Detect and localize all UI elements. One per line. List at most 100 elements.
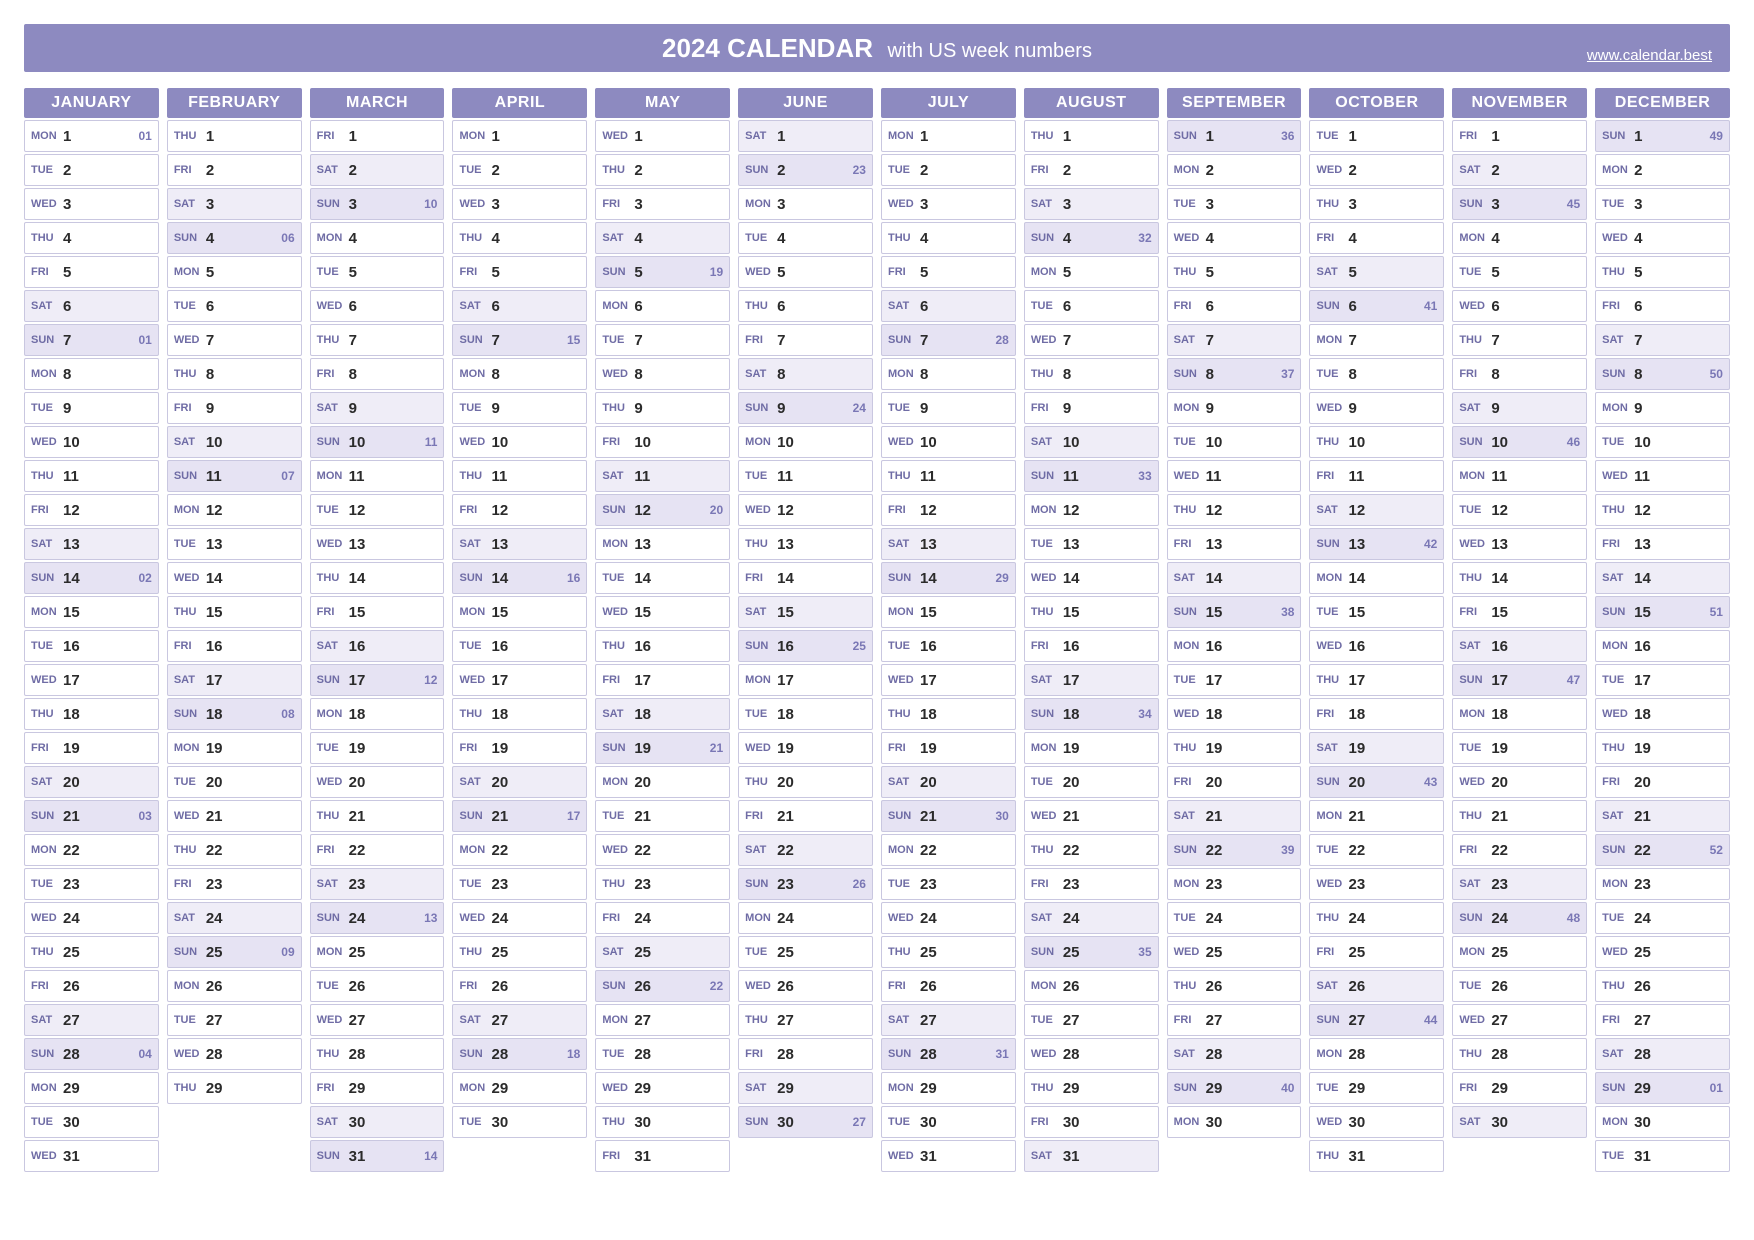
day-number: 23 xyxy=(349,876,366,893)
day-of-week-label: SUN xyxy=(888,334,918,346)
day-number: 3 xyxy=(777,196,785,213)
day-of-week-label: MON xyxy=(602,538,632,550)
day-of-week-label: SAT xyxy=(1602,810,1632,822)
day-number: 7 xyxy=(1491,332,1499,349)
day-row: MON22 xyxy=(24,834,159,866)
day-of-week-label: THU xyxy=(459,946,489,958)
day-number: 18 xyxy=(206,706,223,723)
day-of-week-label: WED xyxy=(888,1150,918,1162)
day-of-week-label: SAT xyxy=(1031,1150,1061,1162)
day-of-week-label: TUE xyxy=(459,1116,489,1128)
day-number: 23 xyxy=(777,876,794,893)
day-row: SAT21 xyxy=(1595,800,1730,832)
day-row: SUN2130 xyxy=(881,800,1016,832)
day-of-week-label: THU xyxy=(745,538,775,550)
day-of-week-label: TUE xyxy=(1602,674,1632,686)
day-row: WED7 xyxy=(167,324,302,356)
day-of-week-label: SAT xyxy=(459,1014,489,1026)
day-of-week-label: FRI xyxy=(174,640,204,652)
day-number: 17 xyxy=(1348,672,1365,689)
day-number: 16 xyxy=(1348,638,1365,655)
month-header: OCTOBER xyxy=(1309,88,1444,118)
day-number: 16 xyxy=(63,638,80,655)
week-number: 31 xyxy=(995,1047,1008,1061)
day-of-week-label: TUE xyxy=(602,572,632,584)
day-of-week-label: TUE xyxy=(888,878,918,890)
day-row: MON15 xyxy=(452,596,587,628)
day-of-week-label: WED xyxy=(31,912,61,924)
week-number: 03 xyxy=(138,809,151,823)
day-number: 18 xyxy=(1206,706,1223,723)
day-of-week-label: THU xyxy=(745,300,775,312)
day-number: 17 xyxy=(63,672,80,689)
day-row: SAT29 xyxy=(738,1072,873,1104)
day-number: 8 xyxy=(1348,366,1356,383)
day-of-week-label: TUE xyxy=(1316,1082,1346,1094)
day-of-week-label: MON xyxy=(1459,470,1489,482)
day-row: FRI24 xyxy=(595,902,730,934)
day-row: MON4 xyxy=(1452,222,1587,254)
day-number: 5 xyxy=(1063,264,1071,281)
day-number: 16 xyxy=(349,638,366,655)
day-of-week-label: TUE xyxy=(31,164,61,176)
day-row: THU20 xyxy=(738,766,873,798)
day-number: 15 xyxy=(206,604,223,621)
day-row: SAT22 xyxy=(738,834,873,866)
day-number: 27 xyxy=(491,1012,508,1029)
day-row: WED17 xyxy=(452,664,587,696)
day-number: 14 xyxy=(491,570,508,587)
day-of-week-label: FRI xyxy=(1316,946,1346,958)
day-number: 7 xyxy=(920,332,928,349)
day-of-week-label: THU xyxy=(459,708,489,720)
day-number: 17 xyxy=(1634,672,1651,689)
day-row: SAT8 xyxy=(738,358,873,390)
day-row: THU3 xyxy=(1309,188,1444,220)
day-of-week-label: SUN xyxy=(1174,130,1204,142)
day-number: 19 xyxy=(206,740,223,757)
day-number: 21 xyxy=(63,808,80,825)
day-of-week-label: FRI xyxy=(602,1150,632,1162)
day-of-week-label: MON xyxy=(1602,1116,1632,1128)
day-row: MON8 xyxy=(24,358,159,390)
source-link[interactable]: www.calendar.best xyxy=(1587,47,1712,64)
day-of-week-label: FRI xyxy=(317,1082,347,1094)
day-number: 22 xyxy=(349,842,366,859)
day-number: 28 xyxy=(206,1046,223,1063)
day-number: 27 xyxy=(206,1012,223,1029)
day-of-week-label: THU xyxy=(1174,504,1204,516)
day-row: FRI31 xyxy=(595,1140,730,1172)
day-row: SAT2 xyxy=(1452,154,1587,186)
day-of-week-label: MON xyxy=(602,1014,632,1026)
day-of-week-label: SAT xyxy=(602,708,632,720)
day-number: 28 xyxy=(349,1046,366,1063)
day-of-week-label: SUN xyxy=(1602,130,1632,142)
day-of-week-label: SAT xyxy=(1602,1048,1632,1060)
day-number: 3 xyxy=(920,196,928,213)
day-of-week-label: FRI xyxy=(602,198,632,210)
day-row: SUN2448 xyxy=(1452,902,1587,934)
day-row: TUE23 xyxy=(881,868,1016,900)
day-number: 19 xyxy=(920,740,937,757)
week-number: 02 xyxy=(138,571,151,585)
day-row: FRI6 xyxy=(1595,290,1730,322)
day-number: 23 xyxy=(206,876,223,893)
day-number: 12 xyxy=(491,502,508,519)
day-row: MON28 xyxy=(1309,1038,1444,1070)
day-row: MON30 xyxy=(1167,1106,1302,1138)
day-of-week-label: SUN xyxy=(1174,606,1204,618)
day-row: TUE21 xyxy=(595,800,730,832)
day-number: 19 xyxy=(349,740,366,757)
day-number: 31 xyxy=(1348,1148,1365,1165)
day-row: WED27 xyxy=(310,1004,445,1036)
week-number: 20 xyxy=(710,503,723,517)
day-number: 2 xyxy=(1634,162,1642,179)
day-row: THU18 xyxy=(452,698,587,730)
day-number: 1 xyxy=(1634,128,1642,145)
day-of-week-label: SUN xyxy=(1602,606,1632,618)
day-row: SAT27 xyxy=(452,1004,587,1036)
day-number: 21 xyxy=(920,808,937,825)
month-column: FEBRUARYTHU1FRI2SAT3SUN406MON5TUE6WED7TH… xyxy=(167,88,302,1174)
day-of-week-label: THU xyxy=(888,232,918,244)
day-number: 5 xyxy=(634,264,642,281)
day-of-week-label: WED xyxy=(888,436,918,448)
